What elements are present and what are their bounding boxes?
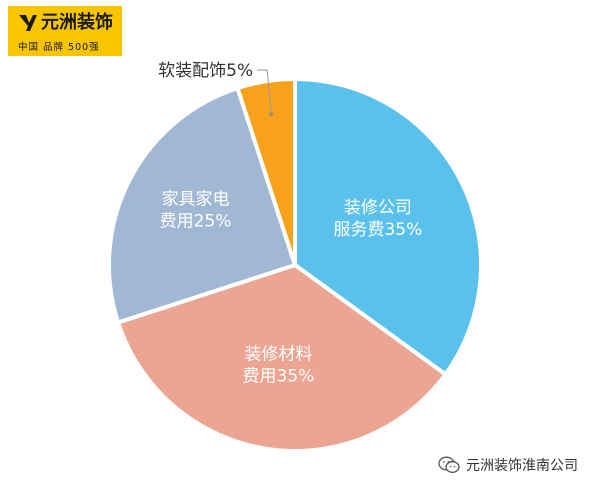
logo-mark-icon (19, 15, 37, 31)
brand-logo: 元洲装饰 中国 品牌 500强 (8, 6, 122, 56)
slice-label-2: 装修材料费用35% (243, 345, 315, 387)
pie-slice-3 (107, 86, 297, 325)
leader-line (257, 69, 272, 115)
source-watermark: 元洲装饰淮南公司 (438, 455, 578, 475)
watermark-text: 元洲装饰淮南公司 (466, 458, 578, 474)
slice-label-3: 家具家电费用25% (160, 189, 232, 231)
slice-label-1: 装修公司服务费35% (333, 198, 422, 240)
brand-tagline: 中国 品牌 500强 (18, 42, 100, 53)
pie-labels: 装修公司服务费35% 装修材料费用35% 家具家电费用25% 软装配饰5% (158, 61, 422, 387)
leader-dot (269, 112, 273, 117)
brand-name: 元洲装饰 (41, 12, 113, 33)
pie-slice-1 (293, 77, 483, 377)
wechat-icon (438, 456, 460, 473)
pie-slice-4 (235, 77, 297, 267)
slice-label-4: 软装配饰5% (158, 61, 253, 81)
pie-slices (107, 77, 483, 453)
pie-slice-2 (116, 263, 448, 453)
